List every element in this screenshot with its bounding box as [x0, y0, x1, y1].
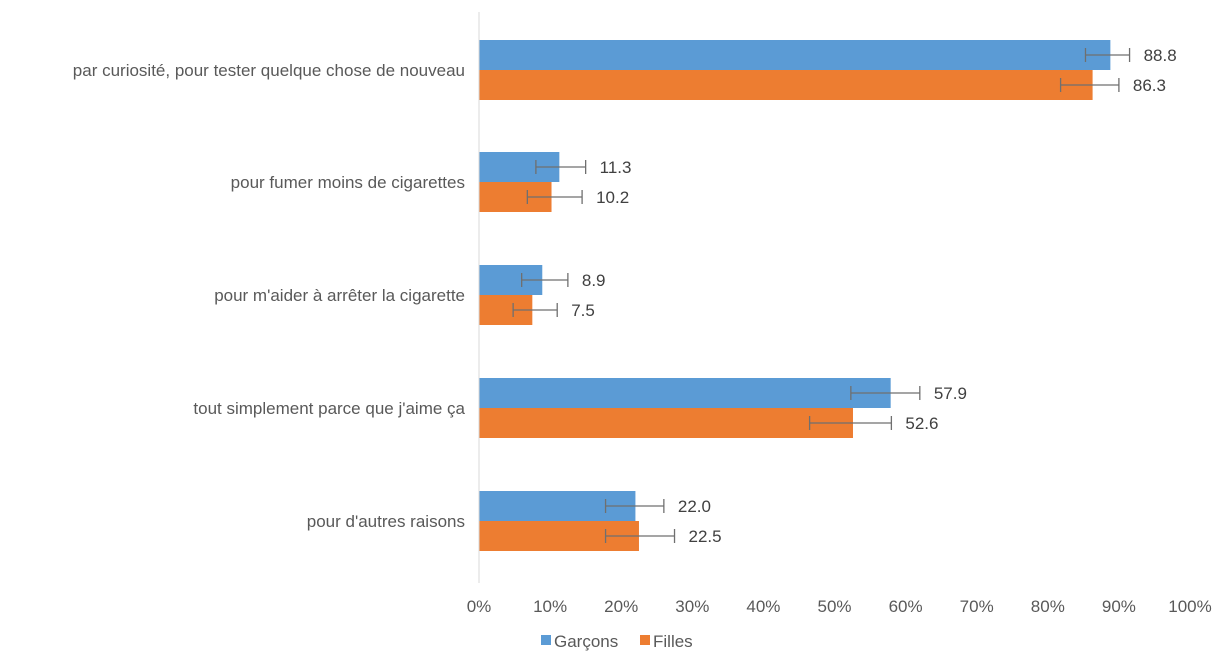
category-label: par curiosité, pour tester quelque chose… [73, 61, 465, 80]
bar-garcons [479, 40, 1111, 70]
data-label: 86.3 [1133, 76, 1166, 95]
data-label: 11.3 [600, 158, 632, 177]
legend-label: Filles [653, 632, 693, 651]
legend-swatch [640, 635, 650, 645]
bar-garcons [479, 378, 891, 408]
legend: Garçons Filles [541, 632, 693, 651]
x-tick-labels: 0% 10% 20% 30% 40% 50% 60% 70% 80% 90% 100% [467, 597, 1212, 616]
category-labels: par curiosité, pour tester quelque chose… [73, 61, 466, 531]
data-label: 10.2 [596, 188, 629, 207]
x-tick-label: 90% [1102, 597, 1136, 616]
error-bar [604, 499, 665, 513]
category-label: tout simplement parce que j'aime ça [193, 399, 465, 418]
x-tick-label: 20% [604, 597, 638, 616]
x-tick-label: 40% [746, 597, 780, 616]
x-tick-label: 100% [1168, 597, 1211, 616]
legend-label: Garçons [554, 632, 618, 651]
error-bar [604, 529, 676, 543]
x-tick-label: 50% [817, 597, 851, 616]
data-label: 22.0 [678, 497, 711, 516]
error-bar [850, 386, 921, 400]
error-bar [526, 190, 583, 204]
x-tick-label: 10% [533, 597, 567, 616]
data-label: 52.6 [905, 414, 938, 433]
x-tick-label: 30% [675, 597, 709, 616]
legend-item-filles: Filles [640, 632, 693, 651]
error-bar [808, 416, 893, 430]
category-label: pour fumer moins de cigarettes [231, 173, 465, 192]
x-tick-label: 60% [889, 597, 923, 616]
x-tick-label: 70% [960, 597, 994, 616]
data-label: 57.9 [934, 384, 967, 403]
bar-filles [479, 408, 853, 438]
error-bar [512, 303, 558, 317]
error-bar [1084, 48, 1131, 62]
x-tick-label: 80% [1031, 597, 1065, 616]
error-bars [512, 48, 1131, 543]
data-labels: 88.8 11.3 8.9 57.9 22.0 86.3 10.2 7.5 52.6 22.5 [571, 46, 1176, 546]
category-label: pour m'aider à arrêter la cigarette [214, 286, 465, 305]
x-tick-label: 0% [467, 597, 492, 616]
data-label: 8.9 [582, 271, 606, 290]
error-bar [521, 273, 569, 287]
legend-item-garcons: Garçons [541, 632, 618, 651]
data-label: 88.8 [1144, 46, 1177, 65]
category-label: pour d'autres raisons [307, 512, 465, 531]
data-label: 7.5 [571, 301, 595, 320]
bar-filles [479, 70, 1093, 100]
bars [479, 40, 1111, 551]
error-bar [1059, 78, 1120, 92]
data-label: 22.5 [689, 527, 722, 546]
legend-swatch [541, 635, 551, 645]
error-bar [535, 160, 587, 174]
